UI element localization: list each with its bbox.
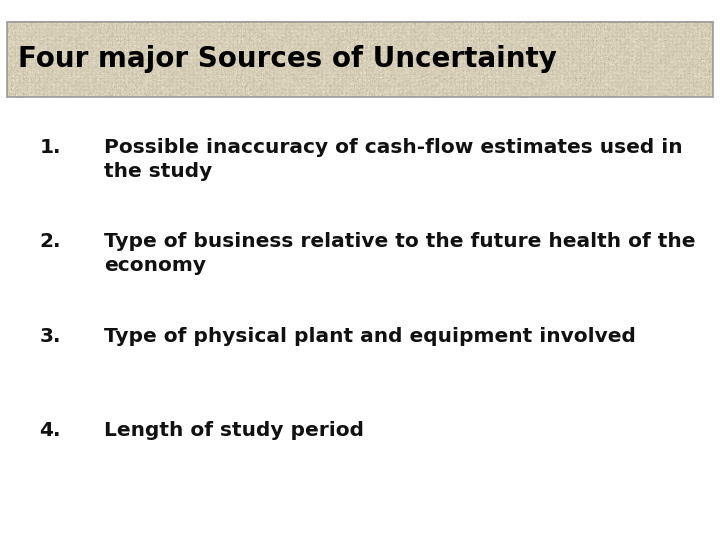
Text: Type of business relative to the future health of the
economy: Type of business relative to the future … [104, 232, 696, 275]
Text: 2.: 2. [40, 232, 61, 251]
Text: 3.: 3. [40, 327, 61, 346]
Text: Possible inaccuracy of cash-flow estimates used in
the study: Possible inaccuracy of cash-flow estimat… [104, 138, 683, 181]
Text: 4.: 4. [40, 421, 61, 440]
Text: Four major Sources of Uncertainty: Four major Sources of Uncertainty [18, 45, 557, 73]
Bar [7, 22, 713, 97]
Text: Length of study period: Length of study period [104, 421, 364, 440]
Text: Type of physical plant and equipment involved: Type of physical plant and equipment inv… [104, 327, 636, 346]
Text: 1.: 1. [40, 138, 61, 157]
